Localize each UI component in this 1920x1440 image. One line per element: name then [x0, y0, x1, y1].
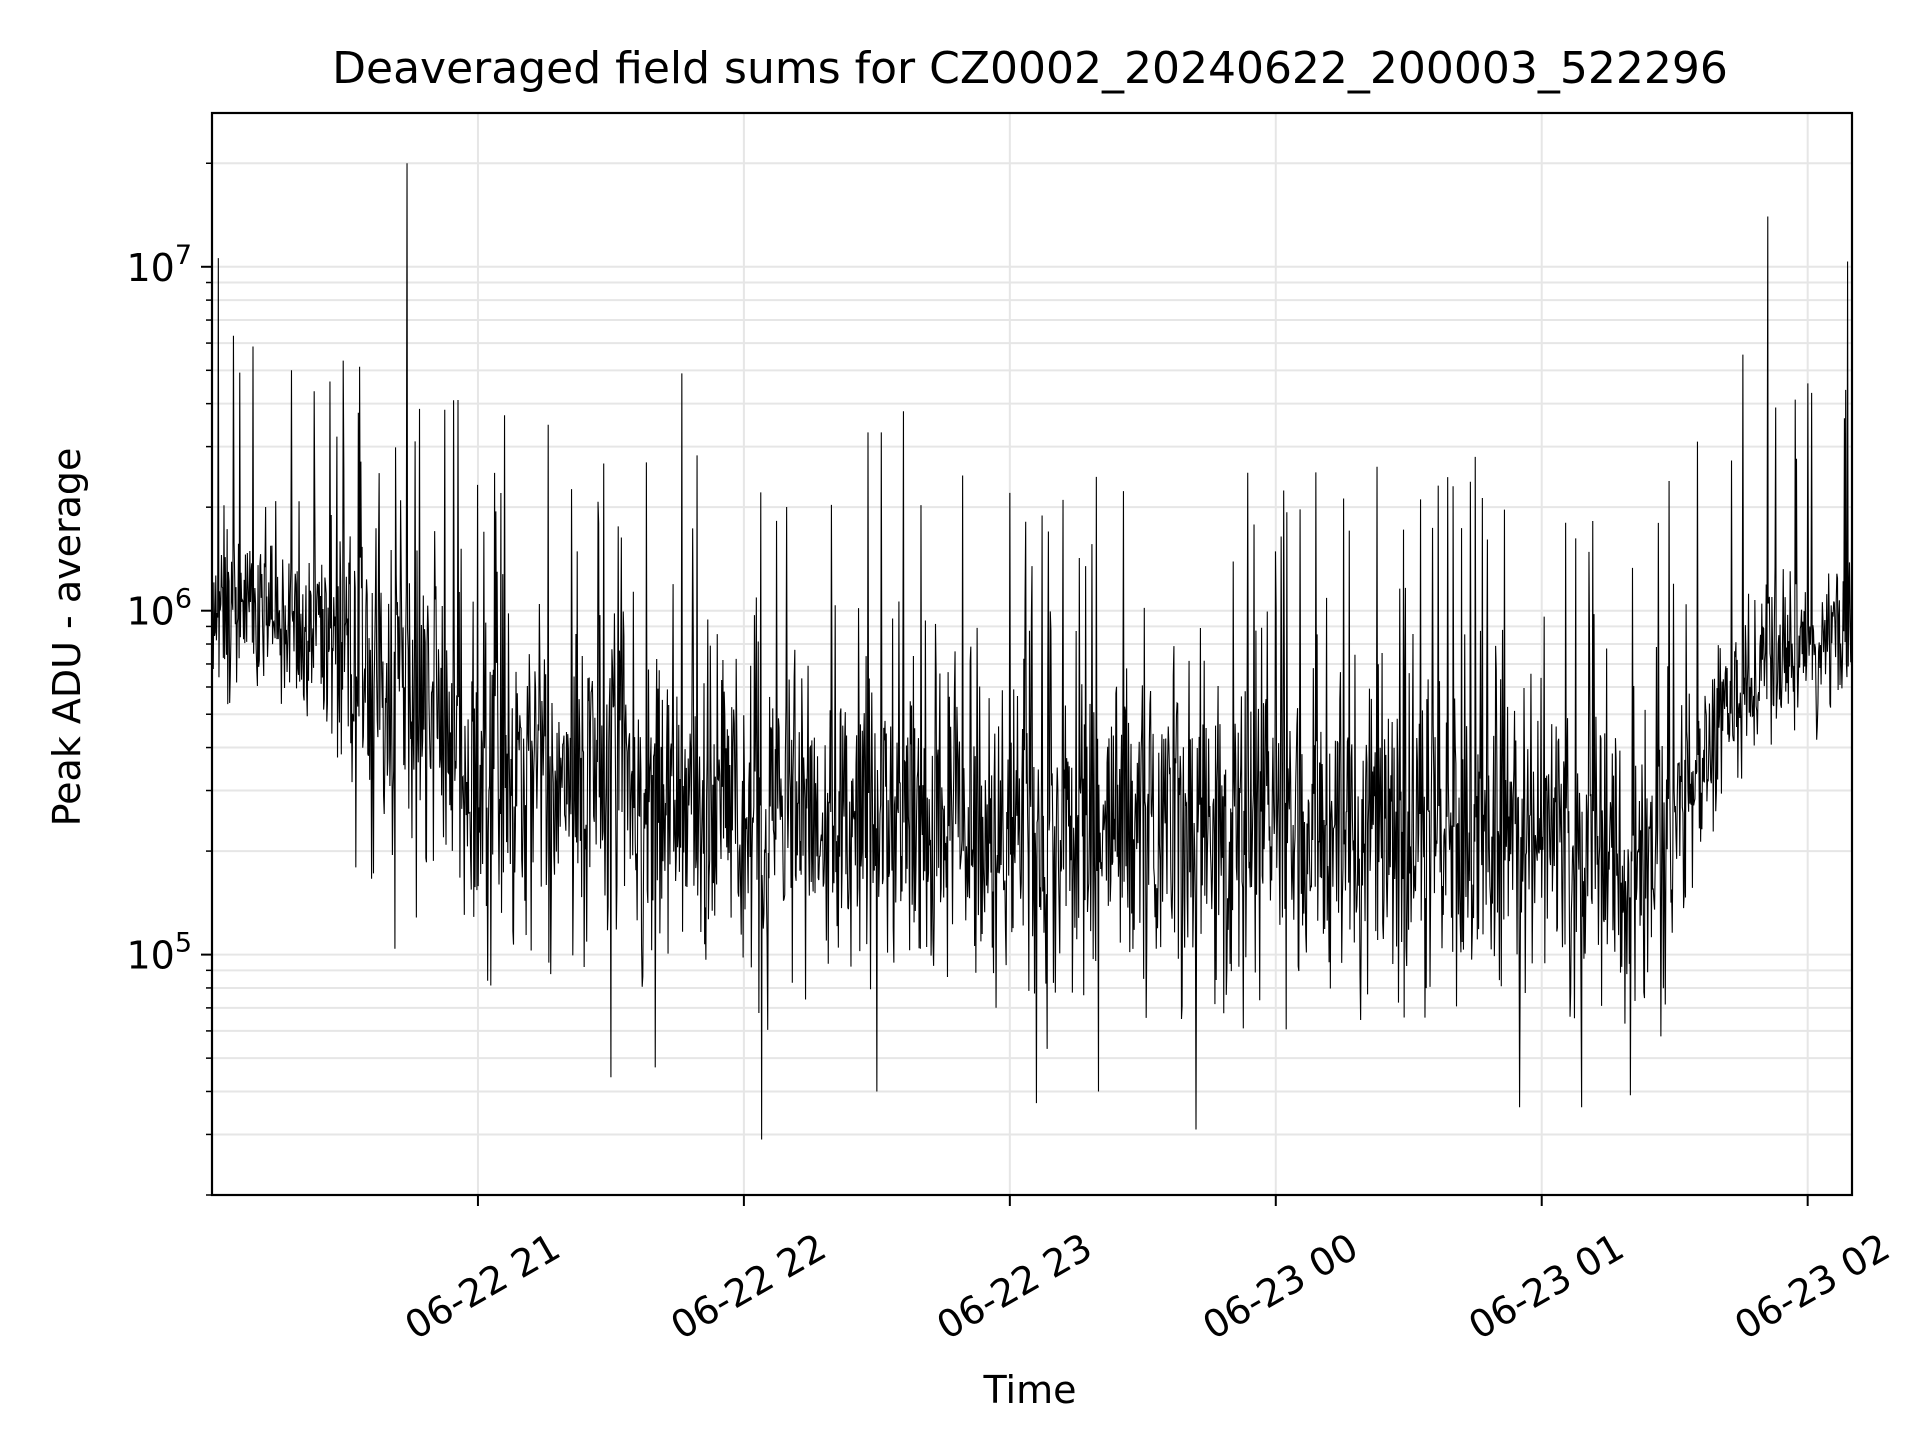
y-tick-label: 105: [126, 928, 192, 978]
x-tick-label: 06-22 23: [929, 1225, 1099, 1349]
y-axis-label: Peak ADU - average: [45, 448, 89, 827]
y-tick-label: 106: [126, 584, 192, 634]
x-tick-label: 06-23 01: [1461, 1225, 1631, 1349]
y-axis-ticks: 105 106 107: [126, 162, 212, 1196]
x-tick-label: 06-23 00: [1195, 1225, 1365, 1349]
x-tick-label: 06-22 21: [397, 1225, 567, 1349]
y-tick-label: 107: [126, 240, 192, 290]
data-line-group: [211, 163, 1853, 1140]
chart-title: Deaveraged field sums for CZ0002_2024062…: [332, 43, 1728, 94]
x-tick-label: 06-22 22: [663, 1225, 833, 1349]
x-axis-ticks: 06-22 21 06-22 22 06-22 23 06-23 00 06-23 01…: [397, 1195, 1897, 1348]
series-line: [211, 163, 1853, 1140]
x-tick-label: 06-23 02: [1727, 1225, 1897, 1349]
x-axis-label: Time: [983, 1368, 1077, 1412]
plot-frame: [210, 111, 1854, 1197]
